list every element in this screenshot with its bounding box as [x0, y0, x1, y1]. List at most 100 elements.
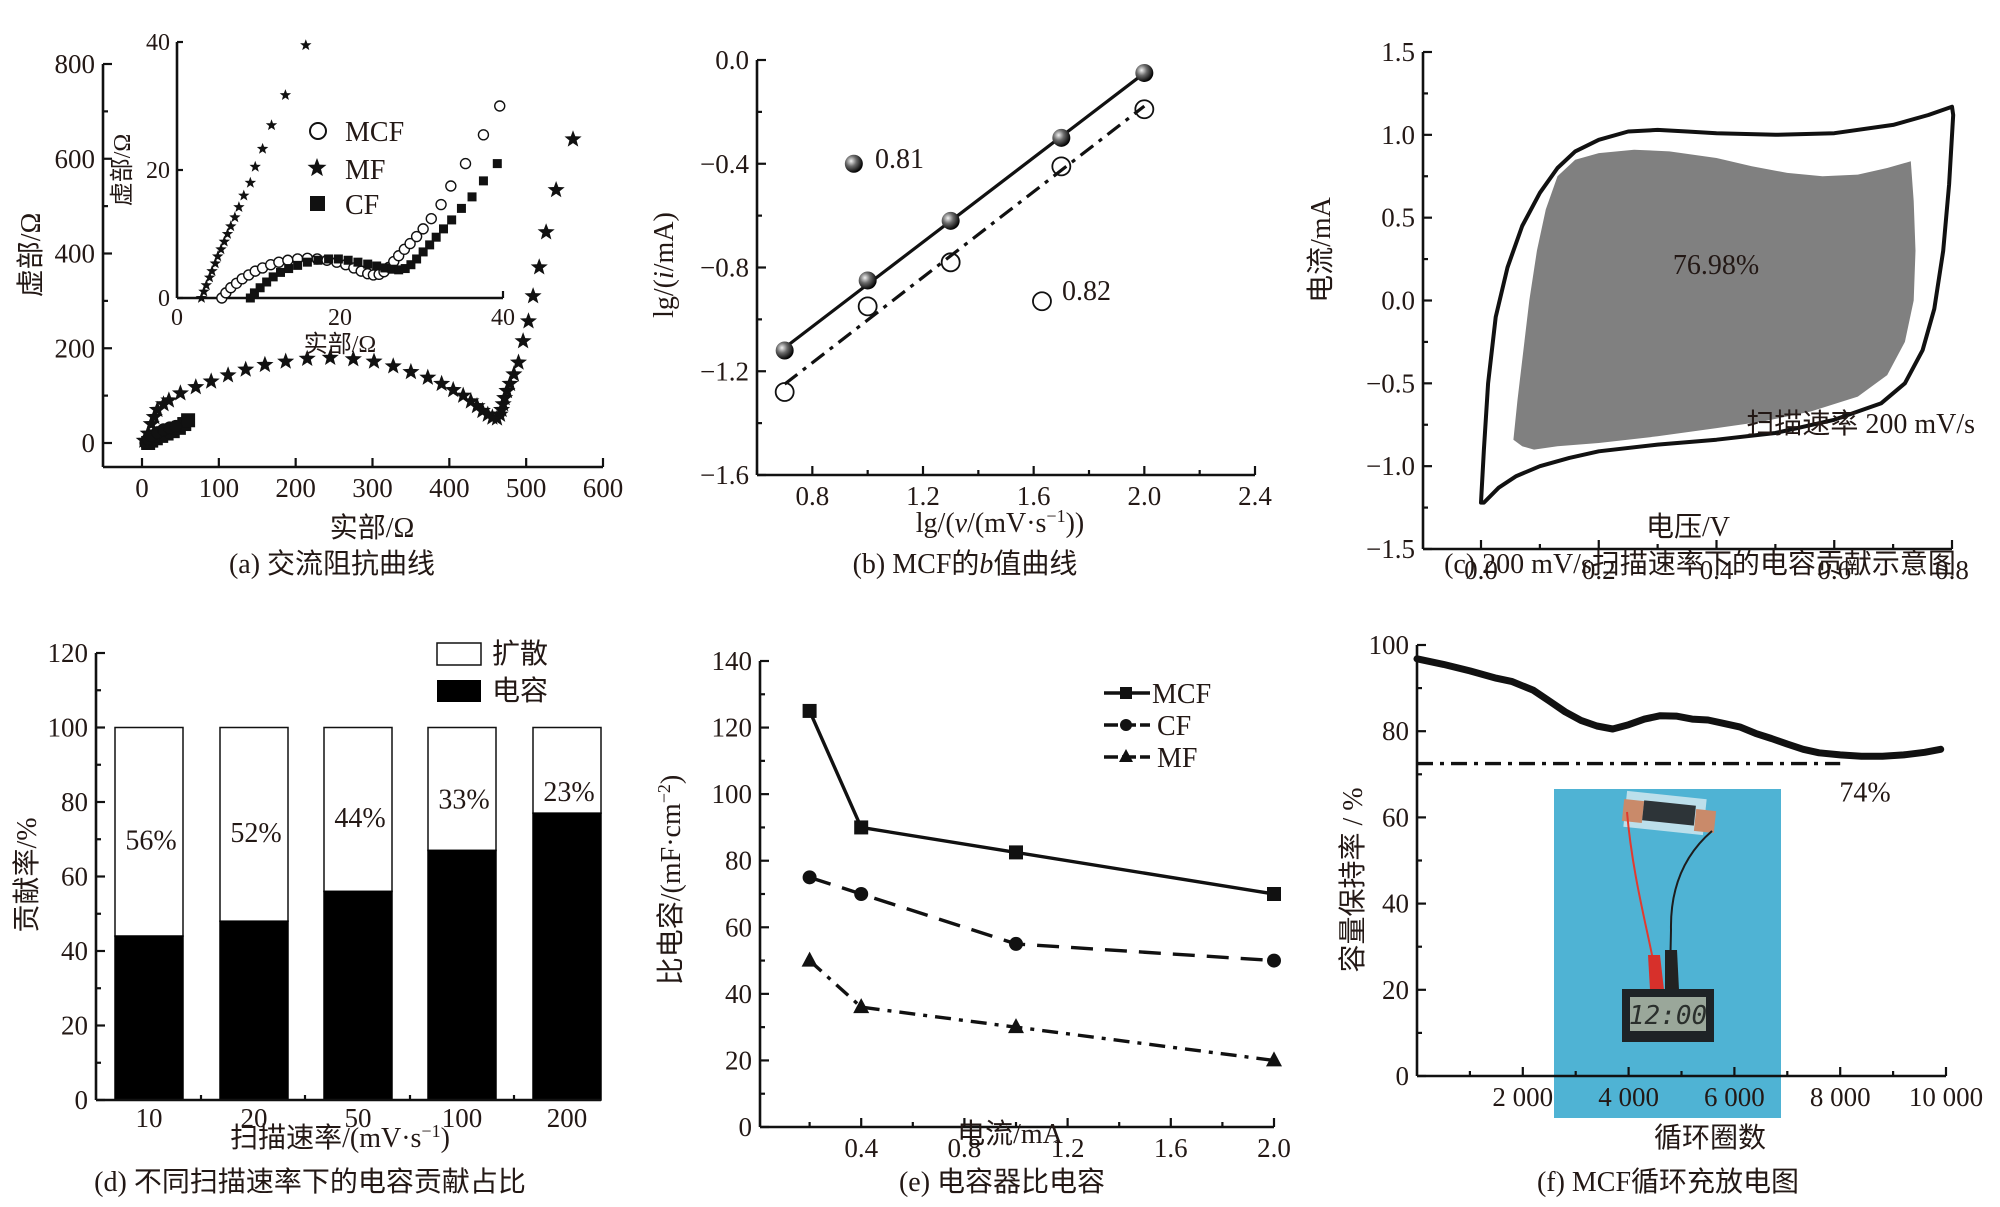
- data-point-mcf: [1009, 845, 1023, 860]
- data-point-mcf: [1267, 887, 1281, 901]
- data-point-cf: [181, 413, 196, 428]
- panel-d-legend: 扩散 电容: [436, 638, 548, 707]
- x-tick-label: 2 000: [1492, 1082, 1553, 1112]
- panel-e-ylabel: 比电容/(mF·cm−2): [654, 775, 687, 985]
- x-tick-label: 0.8: [795, 481, 829, 511]
- panel-a-ylabel: 虚部/Ω: [15, 213, 47, 298]
- x-tick-label: 200: [275, 473, 316, 503]
- data-point-filled: [858, 271, 877, 290]
- inset-point-mcf: [410, 230, 423, 243]
- y-tick-label: −1.6: [700, 460, 749, 490]
- bar-data-label: 33%: [438, 784, 489, 815]
- series-line-mcf: [808, 710, 1275, 896]
- data-point-mf: [1008, 1018, 1024, 1034]
- panel-c-cv-contribution: 1.51.00.50.0−0.5−1.0−1.50.0 0.2 0.4 0.6 0.8 …: [1305, 37, 1975, 585]
- inset-point-cf: [302, 257, 312, 267]
- inset-point-cf: [363, 259, 373, 269]
- y-tick-label: 40: [61, 936, 88, 966]
- data-point-mf: [155, 395, 173, 412]
- data-point-mf: [468, 397, 486, 414]
- y-tick-label: 600: [55, 144, 96, 174]
- legend-label-cf: CF: [1157, 711, 1191, 742]
- data-point-mcf: [802, 703, 817, 718]
- inset-point-cf: [478, 176, 488, 186]
- data-point-mf: [433, 374, 451, 392]
- data-point-open: [774, 382, 795, 402]
- y-tick-label: 120: [48, 638, 89, 668]
- data-point-mf: [384, 357, 402, 374]
- inset-point-mcf: [417, 223, 429, 235]
- photo-black-wire: [1669, 830, 1713, 976]
- inset-point-cf: [284, 264, 294, 274]
- data-point-open: [1134, 99, 1155, 120]
- data-point-mf: [402, 362, 420, 380]
- photo-active-material: [1642, 800, 1696, 826]
- inset-y-tick-label: 20: [146, 158, 170, 184]
- data-point-mf: [171, 384, 189, 401]
- inset-point-cf: [313, 255, 323, 265]
- panel-d-ylabel: 贡献率/%: [11, 817, 43, 932]
- panel-a-xlabel: 实部/Ω: [330, 512, 415, 544]
- x-tick-label: 600: [583, 473, 624, 503]
- y-tick-label: 80: [1382, 716, 1409, 746]
- photo-electrode-right: [1693, 809, 1717, 833]
- data-point-mf: [564, 130, 582, 147]
- data-point-mf: [454, 386, 472, 403]
- inset-point-cf: [412, 254, 422, 264]
- inset-point-cf: [387, 264, 397, 274]
- data-point-filled: [941, 211, 960, 230]
- inset-point-mcf: [435, 198, 447, 211]
- inset-y-tick-label: 0: [158, 286, 170, 312]
- inset-x-tick-label: 20: [328, 305, 352, 331]
- panel-c-ylabel: 电流/mA: [1305, 196, 1337, 303]
- x-tick-label: 2.4: [1238, 481, 1272, 511]
- panel-f-xlabel: 循环圈数: [1654, 1122, 1766, 1154]
- data-point-mf: [298, 349, 316, 366]
- inset-point-mf: [256, 142, 269, 154]
- y-tick-label: 40: [725, 979, 752, 1009]
- photo-red-clip: [1648, 955, 1664, 990]
- inset-point-cf: [249, 288, 259, 298]
- x-tick-label: 50: [345, 1103, 372, 1133]
- y-tick-label: 20: [725, 1045, 752, 1075]
- inset-point-mf: [198, 285, 210, 297]
- data-point-mf: [537, 223, 555, 240]
- x-tick-label: 0.2: [1582, 555, 1616, 585]
- y-tick-label: 200: [55, 333, 96, 363]
- x-tick-label: 6 000: [1704, 1082, 1765, 1112]
- x-tick-label: 0.4: [844, 1133, 878, 1163]
- legend-label-mcf: MCF: [1152, 679, 1211, 710]
- y-tick-label: 60: [725, 912, 752, 942]
- data-point-open: [940, 252, 961, 273]
- panel-b-plot-area: 0.0 −0.4 −0.8 −1.2 −1.6 0.8 1.2 1.6 2.0 2.4: [700, 45, 1272, 511]
- data-point-mf: [219, 366, 237, 383]
- inset-point-cf: [343, 255, 353, 265]
- device-photo: 12:00: [1554, 789, 1781, 1118]
- panel-f-plot-area: 0 20 40 60 80 100 2 000 4 000 6 000 8 000 10 000: [1369, 630, 1984, 1112]
- panel-c-xlabel: 电压/V: [1646, 511, 1730, 543]
- data-point-mf: [365, 352, 383, 369]
- panel-c-plot-area: 1.5 1.0 0.5 0.0 −0.5 −1.0 −1.5 0.0 0.2 0.4 0.6 0.8: [1366, 37, 1969, 585]
- x-tick-label: 1.2: [906, 481, 940, 511]
- y-tick-label: 100: [48, 713, 89, 743]
- capacitive-area: [1513, 149, 1916, 450]
- data-point-mf: [321, 348, 339, 365]
- inset-point-mf: [221, 228, 234, 239]
- inset-point-mf: [244, 176, 257, 188]
- inset-point-cf: [268, 272, 278, 282]
- panel-a-legend: MCF MF CF: [307, 117, 404, 221]
- legend-label-mcf: MCF: [345, 117, 404, 148]
- inset-point-mf: [195, 292, 208, 303]
- data-point-cf: [1009, 936, 1023, 951]
- bar-capacitive: [427, 849, 497, 1101]
- inset-point-mcf: [494, 100, 506, 112]
- inset-point-mf: [209, 257, 221, 269]
- panel-e-specific-capacitance: 0 20 40 60 80 100 120 140 0.4 0.8 1.2 1.6 2.0 MCF CF…: [654, 646, 1291, 1198]
- cv-curve: [1479, 104, 1956, 505]
- data-point-mf: [237, 360, 255, 377]
- data-point-mf: [505, 365, 523, 382]
- data-point-mcf: [169, 419, 183, 433]
- inset-point-mcf: [425, 212, 437, 225]
- bar-diffusion: [532, 726, 602, 814]
